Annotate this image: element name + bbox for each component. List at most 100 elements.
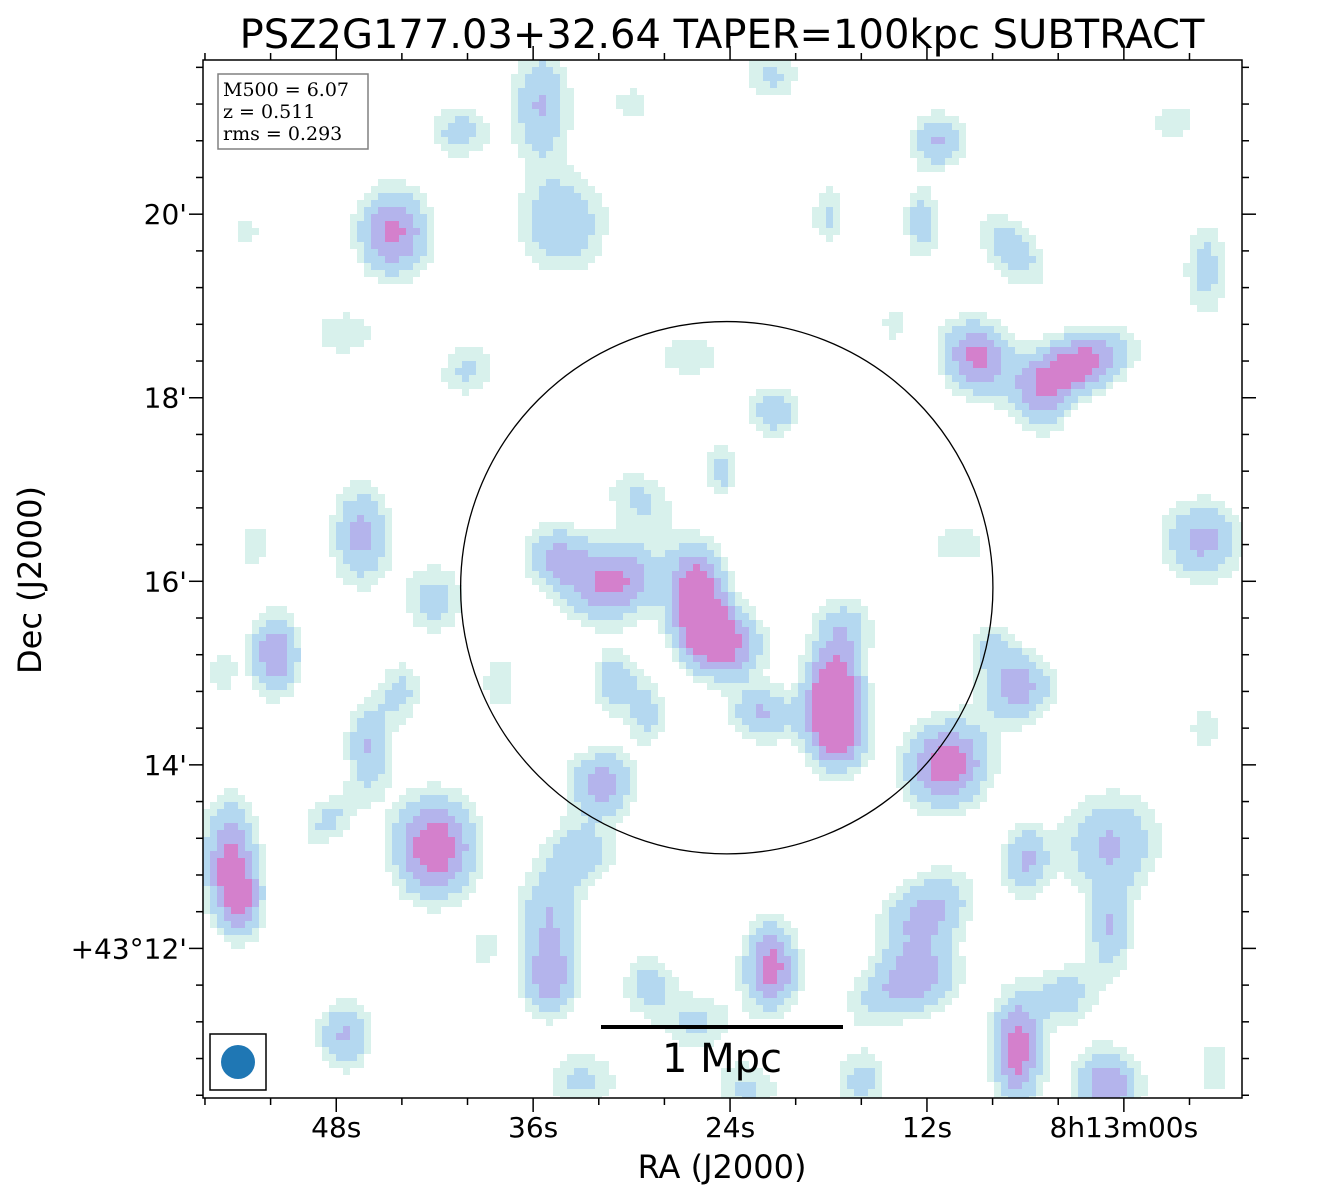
map-pixel xyxy=(987,256,994,263)
map-pixel xyxy=(406,711,413,718)
map-pixel xyxy=(553,921,560,928)
map-pixel xyxy=(560,67,567,74)
map-pixel xyxy=(364,1012,371,1019)
map-pixel xyxy=(791,739,798,746)
map-pixel xyxy=(770,963,777,970)
map-pixel xyxy=(812,221,819,228)
map-pixel xyxy=(1092,984,1099,991)
map-pixel xyxy=(931,158,938,165)
map-pixel xyxy=(980,767,987,774)
map-pixel xyxy=(672,613,679,620)
map-pixel xyxy=(553,991,560,998)
map-pixel xyxy=(651,998,658,1005)
map-pixel xyxy=(1043,970,1050,977)
map-pixel xyxy=(812,683,819,690)
map-pixel xyxy=(630,564,637,571)
map-pixel xyxy=(987,725,994,732)
map-pixel xyxy=(1190,298,1197,305)
map-pixel xyxy=(385,543,392,550)
map-pixel xyxy=(609,620,616,627)
map-pixel xyxy=(581,599,588,606)
map-pixel xyxy=(945,795,952,802)
map-pixel xyxy=(329,326,336,333)
map-pixel xyxy=(917,921,924,928)
map-pixel xyxy=(994,326,1001,333)
map-pixel xyxy=(777,1005,784,1012)
map-pixel xyxy=(490,942,497,949)
map-pixel xyxy=(665,557,672,564)
map-pixel xyxy=(693,578,700,585)
map-pixel xyxy=(343,781,350,788)
map-pixel xyxy=(1162,116,1169,123)
map-pixel xyxy=(805,711,812,718)
map-pixel xyxy=(665,550,672,557)
map-pixel xyxy=(1204,270,1211,277)
map-pixel xyxy=(364,746,371,753)
map-pixel xyxy=(637,669,644,676)
map-pixel xyxy=(1050,375,1057,382)
map-pixel xyxy=(539,970,546,977)
map-pixel xyxy=(917,200,924,207)
map-pixel xyxy=(546,186,553,193)
map-pixel xyxy=(861,739,868,746)
map-pixel xyxy=(1148,809,1155,816)
map-pixel xyxy=(518,67,525,74)
map-pixel xyxy=(1218,571,1225,578)
map-pixel xyxy=(1204,718,1211,725)
map-pixel xyxy=(553,977,560,984)
map-pixel xyxy=(224,865,231,872)
map-pixel xyxy=(1120,361,1127,368)
map-pixel xyxy=(532,200,539,207)
map-pixel xyxy=(567,795,574,802)
map-pixel xyxy=(525,144,532,151)
map-pixel xyxy=(749,711,756,718)
map-pixel xyxy=(910,753,917,760)
map-pixel xyxy=(259,914,266,921)
map-pixel xyxy=(1183,564,1190,571)
map-pixel xyxy=(1134,816,1141,823)
map-pixel xyxy=(651,585,658,592)
map-pixel xyxy=(798,711,805,718)
map-pixel xyxy=(413,599,420,606)
map-pixel xyxy=(1008,375,1015,382)
map-pixel xyxy=(336,1026,343,1033)
map-pixel xyxy=(602,823,609,830)
map-pixel xyxy=(1155,844,1162,851)
map-pixel xyxy=(399,858,406,865)
map-pixel xyxy=(609,837,616,844)
map-pixel xyxy=(217,928,224,935)
map-pixel xyxy=(1113,907,1120,914)
map-pixel xyxy=(959,354,966,361)
map-pixel xyxy=(217,683,224,690)
map-pixel xyxy=(280,669,287,676)
map-pixel xyxy=(546,179,553,186)
map-pixel xyxy=(238,809,245,816)
map-pixel xyxy=(924,1005,931,1012)
map-pixel xyxy=(938,795,945,802)
map-pixel xyxy=(840,669,847,676)
map-pixel xyxy=(609,746,616,753)
map-pixel xyxy=(378,228,385,235)
map-pixel xyxy=(1099,851,1106,858)
map-pixel xyxy=(252,914,259,921)
map-pixel xyxy=(357,557,364,564)
map-pixel xyxy=(938,718,945,725)
map-pixel xyxy=(546,865,553,872)
map-pixel xyxy=(1120,354,1127,361)
map-pixel xyxy=(637,1005,644,1012)
map-pixel xyxy=(679,571,686,578)
map-pixel xyxy=(1134,795,1141,802)
map-pixel xyxy=(1190,522,1197,529)
map-pixel xyxy=(518,207,525,214)
map-pixel xyxy=(539,123,546,130)
map-pixel xyxy=(385,669,392,676)
map-pixel xyxy=(273,683,280,690)
map-pixel xyxy=(938,900,945,907)
map-pixel xyxy=(623,697,630,704)
map-pixel xyxy=(826,641,833,648)
map-pixel xyxy=(616,711,623,718)
map-pixel xyxy=(539,935,546,942)
map-pixel xyxy=(567,165,574,172)
map-pixel xyxy=(987,221,994,228)
map-pixel xyxy=(707,473,714,480)
